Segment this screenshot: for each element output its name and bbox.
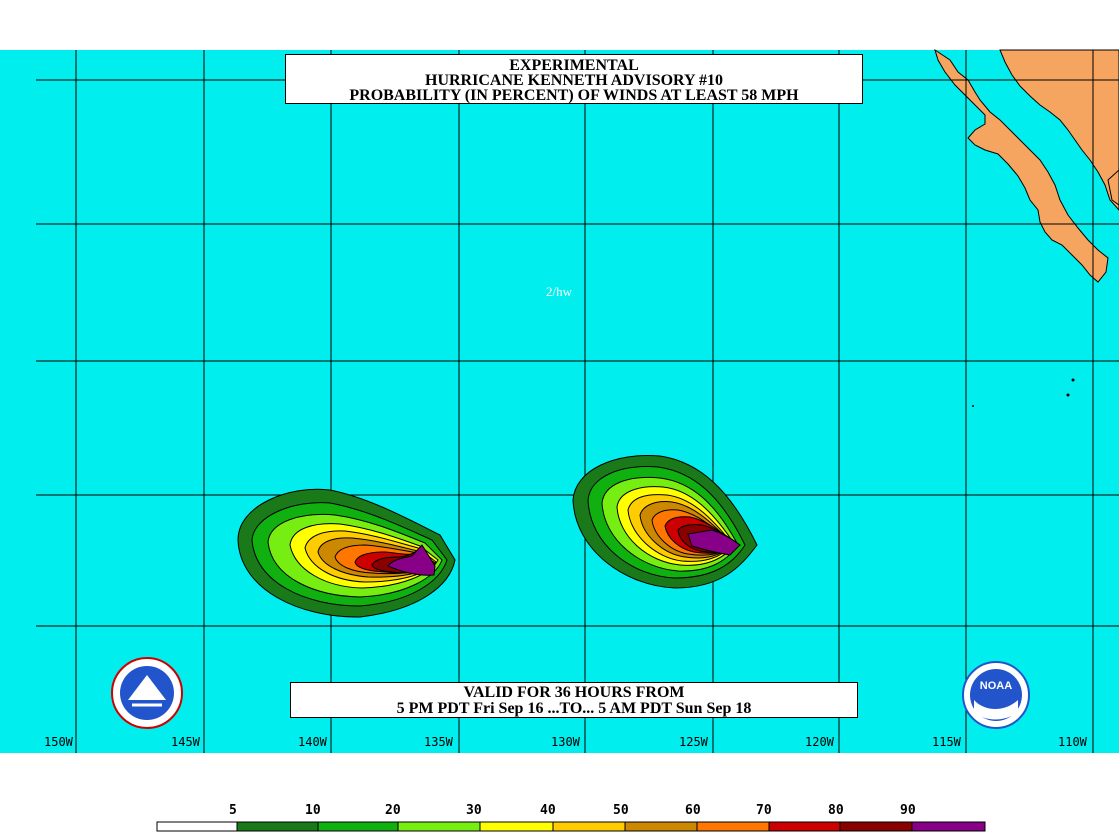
legend-swatch xyxy=(552,821,626,832)
valid-line-2: 5 PM PDT Fri Sep 16 ...TO... 5 AM PDT Su… xyxy=(396,700,752,717)
lon-label: 145W xyxy=(171,735,200,749)
probability-swath-west xyxy=(237,488,456,618)
lon-label: 120W xyxy=(805,735,834,749)
title-line-1: EXPERIMENTAL xyxy=(509,57,639,74)
legend-swatch xyxy=(839,821,913,832)
legend-swatch xyxy=(624,821,698,832)
probability-swath-east xyxy=(572,454,758,589)
legend-swatch xyxy=(156,821,238,832)
land-mexico-mainland xyxy=(999,49,1119,211)
title-line-2: HURRICANE KENNETH ADVISORY #10 xyxy=(425,72,723,89)
noaa-logo-icon: NOAA xyxy=(962,661,1030,729)
legend-colorbar xyxy=(156,821,986,832)
legend-swatch xyxy=(317,821,399,832)
valid-line-1: VALID FOR 36 HOURS FROM xyxy=(463,684,685,701)
lon-label: 150W xyxy=(44,735,73,749)
valid-period: VALID FOR 36 HOURS FROM 5 PM PDT Fri Sep… xyxy=(290,682,858,718)
legend-swatch xyxy=(479,821,554,832)
legend-swatch xyxy=(768,821,841,832)
forecaster-initials: 2/hw xyxy=(546,284,572,299)
lon-label: 125W xyxy=(679,735,708,749)
legend-label: 10 xyxy=(305,803,321,818)
legend-label: 40 xyxy=(540,803,556,818)
lon-label: 130W xyxy=(551,735,580,749)
land-tip xyxy=(1107,169,1119,206)
legend-label: 60 xyxy=(685,803,701,818)
legend-swatch xyxy=(911,821,986,832)
lon-label: 135W xyxy=(424,735,453,749)
grid-meridians xyxy=(75,50,1094,753)
svg-text:NOAA: NOAA xyxy=(980,680,1012,692)
legend-swatch xyxy=(236,821,319,832)
island xyxy=(972,405,974,407)
island xyxy=(1071,378,1075,382)
title-line-3: PROBABILITY (IN PERCENT) OF WINDS AT LEA… xyxy=(349,87,799,104)
legend-swatch xyxy=(696,821,770,832)
legend-label: 70 xyxy=(756,803,772,818)
legend-label: 30 xyxy=(466,803,482,818)
lon-label: 140W xyxy=(298,735,327,749)
island xyxy=(1066,393,1070,397)
ocean xyxy=(0,50,1119,753)
legend-swatch xyxy=(397,821,481,832)
legend-label: 20 xyxy=(385,803,401,818)
lon-label: 110W xyxy=(1058,735,1087,749)
lon-label: 115W xyxy=(932,735,961,749)
legend-label: 5 xyxy=(229,803,237,818)
map-title: EXPERIMENTAL HURRICANE KENNETH ADVISORY … xyxy=(285,54,863,104)
nws-logo-icon xyxy=(111,657,183,729)
legend-label: 80 xyxy=(828,803,844,818)
legend-label: 90 xyxy=(900,803,916,818)
legend-label: 50 xyxy=(613,803,629,818)
